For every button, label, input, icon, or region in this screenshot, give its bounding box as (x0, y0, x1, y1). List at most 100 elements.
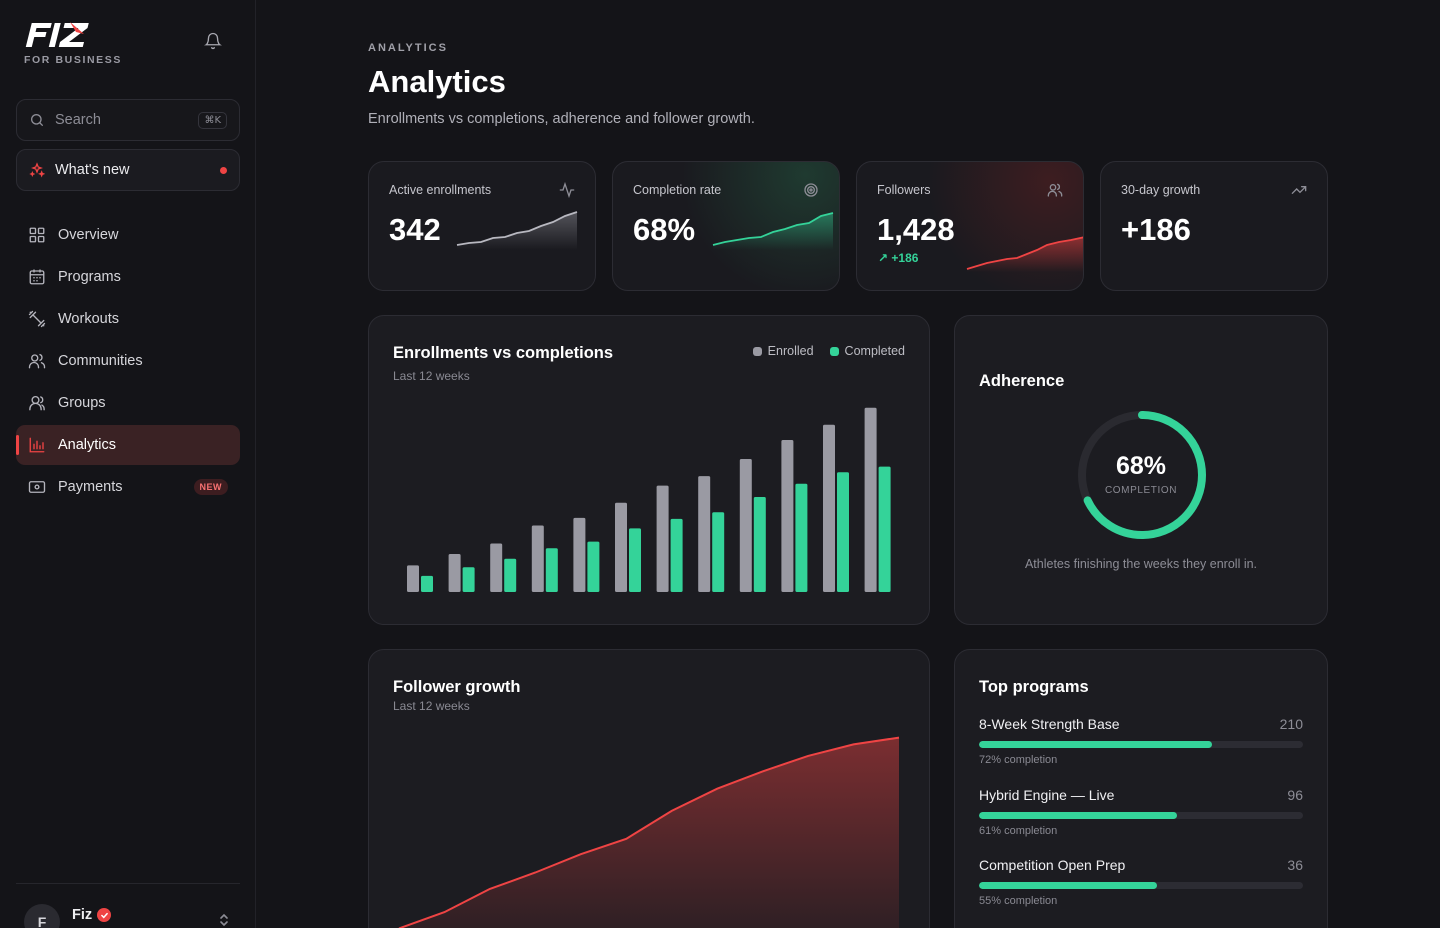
bar-completed-1[interactable] (421, 575, 433, 592)
bar-enrolled-5[interactable] (573, 517, 586, 592)
chart-legend: Enrolled Completed (752, 344, 905, 358)
legend-item-completed[interactable]: Completed (829, 344, 905, 358)
card-title: Top programs (979, 678, 1089, 696)
bar-enrolled-7[interactable] (656, 485, 669, 592)
kpi-label: 30-day growth (1121, 183, 1201, 197)
search-icon (29, 112, 45, 128)
enrollments-chart-card: Enrollments vs completions Last 12 weeks… (368, 315, 930, 625)
users-icon (1047, 182, 1063, 198)
kpi-label: Completion rate (633, 183, 722, 197)
sidebar: FOR BUSINESS Search ⌘K What's new Overvi… (0, 0, 256, 928)
kpi-label: Active enrollments (389, 183, 492, 197)
bar-enrolled-2[interactable] (448, 554, 461, 592)
kpi-30-day-growth[interactable]: 30-day growth +186 (1100, 161, 1328, 291)
adherence-ring (1078, 411, 1206, 539)
bar-enrolled-8[interactable] (698, 476, 711, 592)
kpi-active-enrollments[interactable]: Active enrollments 342 (368, 161, 596, 291)
kpi-followers[interactable]: Followers 1,428 ↗ +186 (856, 161, 1084, 291)
program-progress (979, 812, 1303, 819)
kpi-sparkline (712, 212, 834, 250)
card-subtitle: Last 12 weeks (393, 699, 470, 713)
sidebar-item-label: Overview (58, 227, 119, 243)
bar-enrolled-11[interactable] (823, 424, 835, 592)
bar-completed-6[interactable] (629, 528, 641, 592)
kpi-value: 1,428 (877, 212, 955, 247)
bar-completed-2[interactable] (462, 567, 475, 592)
bell-icon[interactable] (204, 32, 224, 52)
sidebar-item-label: Payments (58, 479, 123, 495)
sidebar-item-workouts[interactable]: Workouts (16, 299, 240, 339)
sidebar-item-label: Analytics (58, 437, 117, 453)
bar-enrolled-10[interactable] (781, 440, 794, 592)
bar-enrolled-3[interactable] (490, 543, 503, 592)
adherence-label: COMPLETION (1104, 485, 1178, 496)
bar-enrolled-6[interactable] (615, 502, 627, 592)
sidebar-item-payments[interactable]: Payments NEW (16, 467, 240, 507)
bar-enrolled-12[interactable] (864, 407, 877, 592)
new-badge: NEW (193, 479, 228, 495)
bar-chart-icon (28, 436, 46, 454)
program-progress-fill (979, 882, 1158, 889)
arrow-up-right-icon: ↗ (878, 251, 889, 265)
program-count: 36 (1287, 857, 1303, 873)
bar-completed-11[interactable] (837, 472, 849, 592)
sidebar-item-overview[interactable]: Overview (16, 215, 240, 255)
sparkles-icon (29, 162, 45, 178)
page-subtitle: Enrollments vs completions, adherence an… (368, 111, 755, 127)
card-subtitle: Last 12 weeks (393, 369, 470, 383)
bar-completed-10[interactable] (795, 483, 808, 592)
dumbbell-icon (28, 310, 46, 328)
follower-area-chart (398, 736, 900, 928)
program-completion: 55% completion (979, 895, 1058, 907)
whats-new-button[interactable]: What's new (16, 149, 240, 191)
kpi-sparkline (966, 236, 1083, 272)
bar-completed-7[interactable] (670, 518, 683, 592)
activity-icon (559, 181, 575, 199)
bar-completed-3[interactable] (504, 558, 517, 592)
search-shortcut: ⌘K (198, 111, 227, 129)
sidebar-item-analytics[interactable]: Analytics (16, 425, 240, 465)
bar-completed-4[interactable] (545, 548, 558, 592)
program-row[interactable]: Hybrid Engine — Live 96 61% completion (979, 787, 1303, 837)
program-name: Competition Open Prep (979, 857, 1126, 873)
user-menu[interactable]: F Fiz (24, 904, 112, 928)
sidebar-item-programs[interactable]: Programs (16, 257, 240, 297)
page-title: Analytics (368, 64, 506, 99)
trending-up-icon (1291, 182, 1307, 198)
kpi-label: Followers (877, 183, 931, 197)
program-progress-fill (979, 812, 1177, 819)
grid-icon (28, 226, 46, 244)
user-icon (28, 394, 46, 412)
bar-enrolled-9[interactable] (739, 459, 752, 592)
calendar-icon (28, 268, 46, 286)
bar-completed-9[interactable] (753, 497, 766, 592)
adherence-card: Adherence 68% COMPLETION Athletes finish… (954, 315, 1328, 625)
bar-enrolled-1[interactable] (407, 565, 419, 592)
program-row[interactable]: 8-Week Strength Base 210 72% completion (979, 716, 1303, 766)
fiz-logo (25, 22, 89, 47)
bar-completed-8[interactable] (712, 512, 725, 592)
program-count: 96 (1287, 787, 1303, 803)
kpi-value: 342 (389, 212, 441, 247)
legend-item-enrolled[interactable]: Enrolled (752, 344, 814, 358)
kpi-sparkline (456, 211, 578, 250)
kpi-completion-rate[interactable]: Completion rate 68% (612, 161, 840, 291)
program-count: 210 (1279, 716, 1303, 732)
enrollments-bar-chart (407, 407, 891, 593)
brand-logo[interactable]: FOR BUSINESS (24, 22, 122, 66)
chevron-up-down-icon[interactable] (218, 912, 230, 928)
sidebar-item-groups[interactable]: Groups (16, 383, 240, 423)
bar-completed-5[interactable] (587, 541, 600, 592)
search-input[interactable]: Search ⌘K (16, 99, 240, 141)
sidebar-item-communities[interactable]: Communities (16, 341, 240, 381)
kpi-delta: ↗ +186 (878, 251, 919, 265)
bar-completed-12[interactable] (878, 466, 891, 592)
program-row[interactable]: Competition Open Prep 36 55% completion (979, 857, 1303, 907)
bar-enrolled-4[interactable] (531, 525, 544, 593)
sidebar-item-label: Communities (58, 353, 143, 369)
users-icon (28, 352, 46, 370)
adherence-value: 68% (1115, 452, 1167, 480)
program-progress (979, 882, 1303, 889)
adherence-caption: Athletes finishing the weeks they enroll… (1024, 557, 1258, 571)
notification-dot (220, 166, 227, 174)
